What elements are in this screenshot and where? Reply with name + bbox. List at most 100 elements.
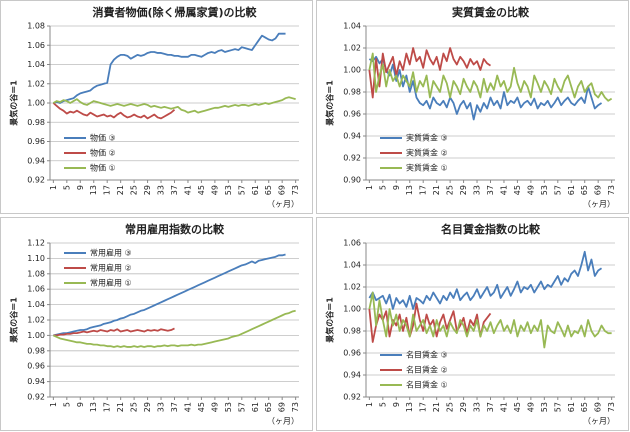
y-tick-label: 0.96	[343, 110, 361, 119]
x-tick-label: 45	[513, 402, 522, 412]
y-axis-label: 景気の谷＝1	[325, 80, 335, 126]
y-axis-label: 景気の谷＝1	[9, 80, 19, 126]
y-tick-label: 0.92	[27, 393, 45, 402]
y-tick-label: 1.00	[27, 331, 45, 340]
x-tick-label: 73	[607, 185, 616, 195]
x-tick-label: 37	[170, 402, 179, 412]
x-tick-label: 65	[580, 402, 589, 412]
y-tick-label: 0.94	[343, 371, 361, 380]
series-line	[53, 253, 286, 337]
x-tick-label: 57	[237, 402, 246, 412]
x-tick-label: 61	[251, 402, 260, 412]
y-tick-label: 1.06	[27, 41, 45, 50]
x-tick-label: 41	[183, 402, 192, 412]
series-line	[368, 52, 613, 102]
x-tick-label: 1	[49, 185, 58, 190]
y-tick-label: 0.92	[27, 176, 45, 185]
chart-title: 名目賃金指数の比較	[441, 222, 541, 236]
x-tick-label: 13	[405, 185, 414, 195]
y-tick-label: 0.98	[27, 346, 45, 355]
series-line	[52, 102, 176, 120]
x-tick-label: 57	[553, 185, 562, 195]
x-tick-label: 65	[264, 402, 273, 412]
y-tick-label: 1.02	[343, 283, 361, 292]
legend-label: 実質賃金 ①	[406, 163, 448, 173]
x-tick-label: 5	[62, 185, 71, 190]
y-tick-label: 1.06	[27, 285, 45, 294]
legend-label: 名目賃金 ③	[406, 350, 448, 360]
x-tick-label: 57	[553, 402, 562, 412]
y-tick-label: 1.04	[27, 300, 45, 309]
x-tick-label: 9	[76, 185, 85, 190]
panel-border	[316, 0, 629, 214]
x-tick-label: 33	[473, 402, 482, 412]
series-line	[368, 291, 612, 349]
chart-title: 実質賃金の比較	[452, 5, 530, 19]
x-tick-label: 69	[594, 185, 603, 195]
x-tick-label: 45	[197, 185, 206, 195]
x-tick-label: 21	[116, 185, 125, 195]
series-line	[368, 250, 603, 310]
legend-label: 実質賃金 ③	[406, 133, 448, 143]
x-tick-label: 13	[89, 185, 98, 195]
x-tick-label: 29	[143, 402, 152, 412]
y-tick-label: 0.96	[27, 137, 45, 146]
x-tick-label: 49	[526, 185, 535, 195]
x-tick-label: 13	[89, 402, 98, 412]
x-tick-label: 5	[62, 402, 71, 407]
x-tick-label: 69	[278, 185, 287, 195]
x-tick-label: 41	[499, 185, 508, 195]
x-tick-label: 9	[76, 402, 85, 407]
x-tick-label: 33	[473, 185, 482, 195]
panel-border	[0, 217, 313, 431]
y-tick-label: 1.00	[27, 99, 45, 108]
x-tick-label: 49	[210, 185, 219, 195]
y-tick-label: 1.02	[343, 44, 361, 53]
y-tick-label: 1.08	[27, 269, 45, 278]
y-tick-label: 1.00	[343, 66, 361, 75]
legend-label: 物価 ②	[90, 148, 116, 158]
x-tick-label: 41	[499, 402, 508, 412]
x-tick-label: 57	[237, 185, 246, 195]
y-tick-label: 1.04	[27, 60, 45, 69]
x-tick-label: 29	[459, 185, 468, 195]
legend-label: 実質賃金 ②	[406, 148, 448, 158]
y-tick-label: 0.90	[343, 176, 361, 185]
x-tick-label: 33	[157, 402, 166, 412]
chart-title: 消費者物価(除く帰属家賃)の比較	[92, 5, 257, 19]
x-axis-label: （ヶ月）	[583, 417, 615, 426]
x-tick-label: 9	[392, 402, 401, 407]
x-tick-label: 21	[432, 402, 441, 412]
x-tick-label: 5	[378, 402, 387, 407]
x-tick-label: 5	[378, 185, 387, 190]
y-axis-label: 景気の谷＝1	[9, 297, 19, 343]
series-line	[52, 309, 296, 348]
x-tick-label: 1	[365, 402, 374, 407]
x-tick-label: 73	[607, 402, 616, 412]
legend-label: 常用雇用 ①	[90, 278, 132, 288]
x-tick-label: 61	[251, 185, 260, 195]
x-tick-label: 53	[224, 402, 233, 412]
x-tick-label: 37	[486, 402, 495, 412]
x-tick-label: 25	[130, 185, 139, 195]
x-tick-label: 25	[446, 185, 455, 195]
legend-label: 物価 ①	[90, 163, 116, 173]
x-tick-label: 21	[432, 185, 441, 195]
y-tick-label: 1.00	[343, 305, 361, 314]
series-line	[52, 96, 296, 114]
x-tick-label: 13	[405, 402, 414, 412]
legend-label: 名目賃金 ①	[406, 380, 448, 390]
x-tick-label: 73	[291, 185, 300, 195]
x-tick-label: 29	[459, 402, 468, 412]
y-tick-label: 1.04	[343, 261, 361, 270]
x-tick-label: 49	[210, 402, 219, 412]
y-tick-label: 0.94	[343, 132, 361, 141]
x-axis-label: （ヶ月）	[583, 200, 615, 209]
x-tick-label: 9	[392, 185, 401, 190]
x-tick-label: 41	[183, 185, 192, 195]
y-tick-label: 0.94	[27, 156, 45, 165]
